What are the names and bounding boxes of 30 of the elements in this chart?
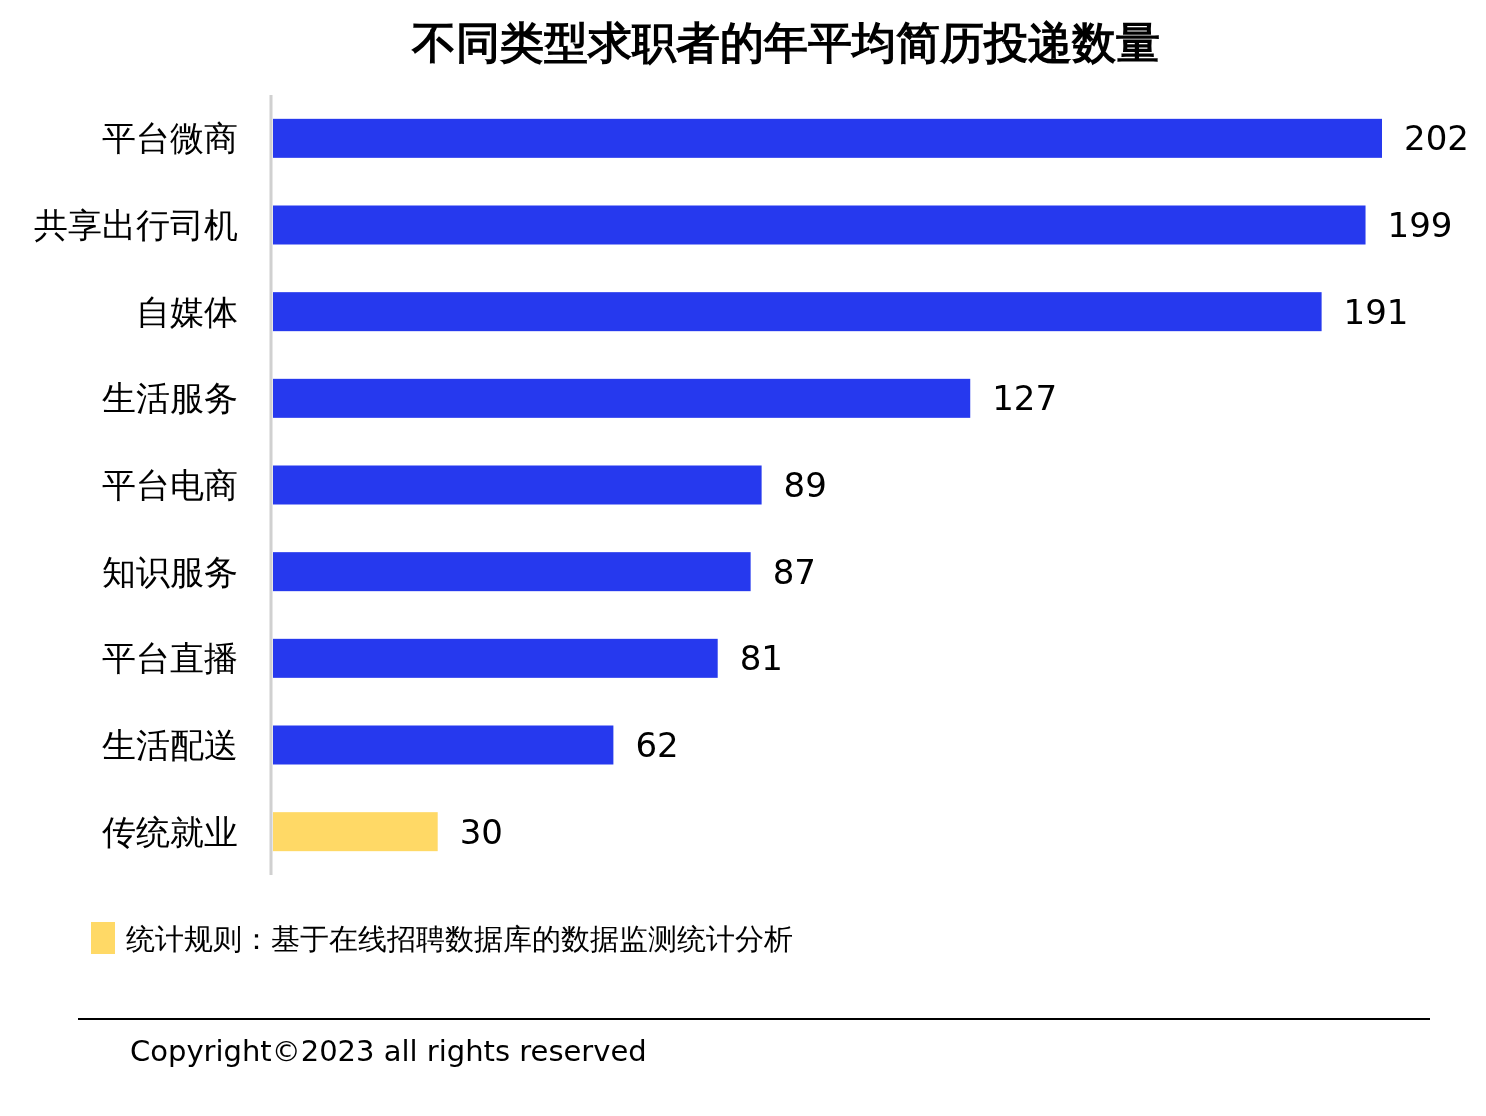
y-tick-label: 生活服务 <box>102 378 238 419</box>
y-tick-label: 平台微商 <box>102 118 238 159</box>
data-label: 127 <box>992 378 1058 419</box>
bar <box>273 205 1366 245</box>
data-label: 199 <box>1387 205 1453 245</box>
data-label: 202 <box>1404 118 1469 159</box>
chart-title: 不同类型求职者的年平均简历投递数量 <box>411 17 1160 68</box>
y-tick-label: 平台电商 <box>102 465 238 505</box>
y-tick-label: 平台直播 <box>102 638 238 679</box>
data-label: 62 <box>635 725 679 765</box>
data-label: 89 <box>783 465 827 505</box>
bar <box>273 465 762 505</box>
bar <box>273 812 438 852</box>
y-tick-label: 知识服务 <box>102 551 238 592</box>
bar <box>273 638 718 678</box>
y-tick-label: 传统就业 <box>102 811 238 852</box>
y-tick-label: 共享出行司机 <box>34 205 238 245</box>
data-label: 191 <box>1343 291 1409 332</box>
y-tick-label: 生活配送 <box>102 725 238 765</box>
bar <box>273 292 1322 332</box>
y-tick-label: 自媒体 <box>136 291 238 332</box>
text: Copyright©2023 all rights reserved <box>130 1034 647 1068</box>
bar <box>273 378 971 418</box>
data-label: 81 <box>739 638 783 679</box>
data-label: 30 <box>459 811 503 852</box>
bar <box>273 725 614 765</box>
text: 统计规则：基于在线招聘数据库的数据监测统计分析 <box>126 922 793 956</box>
bar <box>273 552 751 592</box>
data-label: 87 <box>772 551 816 592</box>
bar <box>273 118 1382 158</box>
